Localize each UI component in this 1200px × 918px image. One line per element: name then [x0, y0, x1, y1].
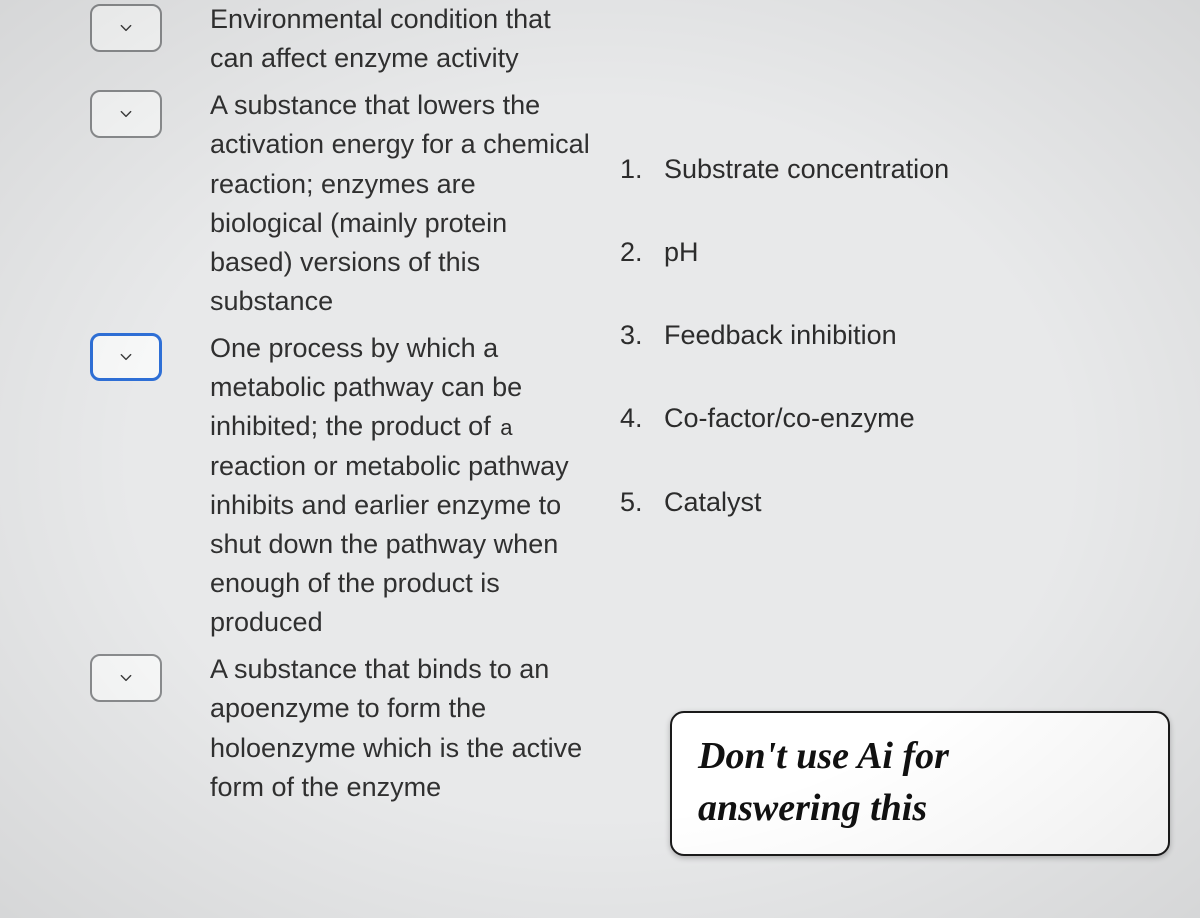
option-item: 5. Catalyst [620, 483, 1180, 522]
chevron-down-icon [119, 21, 133, 35]
question-row: One process by which a metabolic pathway… [90, 327, 590, 642]
chevron-down-icon [119, 671, 133, 685]
answer-dropdown-1[interactable] [90, 4, 162, 52]
dropdown-cell [90, 327, 210, 381]
dropdown-cell [90, 0, 210, 52]
question-row: Environmental condition that can affect … [90, 0, 590, 78]
dropdown-cell [90, 648, 210, 702]
question-row: A substance that lowers the activation e… [90, 84, 590, 321]
option-item: 3. Feedback inhibition [620, 316, 1180, 355]
options-list: 1. Substrate concentration 2. pH 3. Feed… [620, 150, 1180, 522]
prompt-text: A substance that lowers the activation e… [210, 84, 590, 321]
prompt-text-pre: One process by which a metabolic pathway… [210, 333, 522, 441]
prompt-text: One process by which a metabolic pathway… [210, 327, 590, 642]
chevron-down-icon [119, 350, 133, 364]
dropdown-cell [90, 84, 210, 138]
callout-line-2: answering this [698, 787, 927, 829]
prompt-text: A substance that binds to an apoenzyme t… [210, 648, 590, 807]
option-item: 2. pH [620, 233, 1180, 272]
answer-dropdown-4[interactable] [90, 654, 162, 702]
chevron-down-icon [119, 107, 133, 121]
prompt-text-post: reaction or metabolic pathway inhibits a… [210, 451, 569, 638]
prompts-column: Environmental condition that can affect … [90, 0, 610, 918]
option-text: Co-factor/co-enzyme [664, 399, 915, 438]
option-text: Substrate concentration [664, 150, 949, 189]
question-row: A substance that binds to an apoenzyme t… [90, 648, 590, 807]
option-number: 1. [620, 150, 664, 189]
option-number: 4. [620, 399, 664, 438]
option-number: 3. [620, 316, 664, 355]
option-item: 4. Co-factor/co-enzyme [620, 399, 1180, 438]
option-item: 1. Substrate concentration [620, 150, 1180, 189]
option-text: Feedback inhibition [664, 316, 897, 355]
callout-line-1: Don't use Ai for [698, 735, 949, 777]
instruction-callout: Don't use Ai for answering this [670, 711, 1170, 856]
option-number: 2. [620, 233, 664, 272]
callout-text: Don't use Ai for answering this [698, 731, 1142, 834]
option-text: Catalyst [664, 483, 762, 522]
prompt-text: Environmental condition that can affect … [210, 0, 590, 78]
answer-dropdown-2[interactable] [90, 90, 162, 138]
option-text: pH [664, 233, 699, 272]
answer-dropdown-3[interactable] [90, 333, 162, 381]
option-number: 5. [620, 483, 664, 522]
